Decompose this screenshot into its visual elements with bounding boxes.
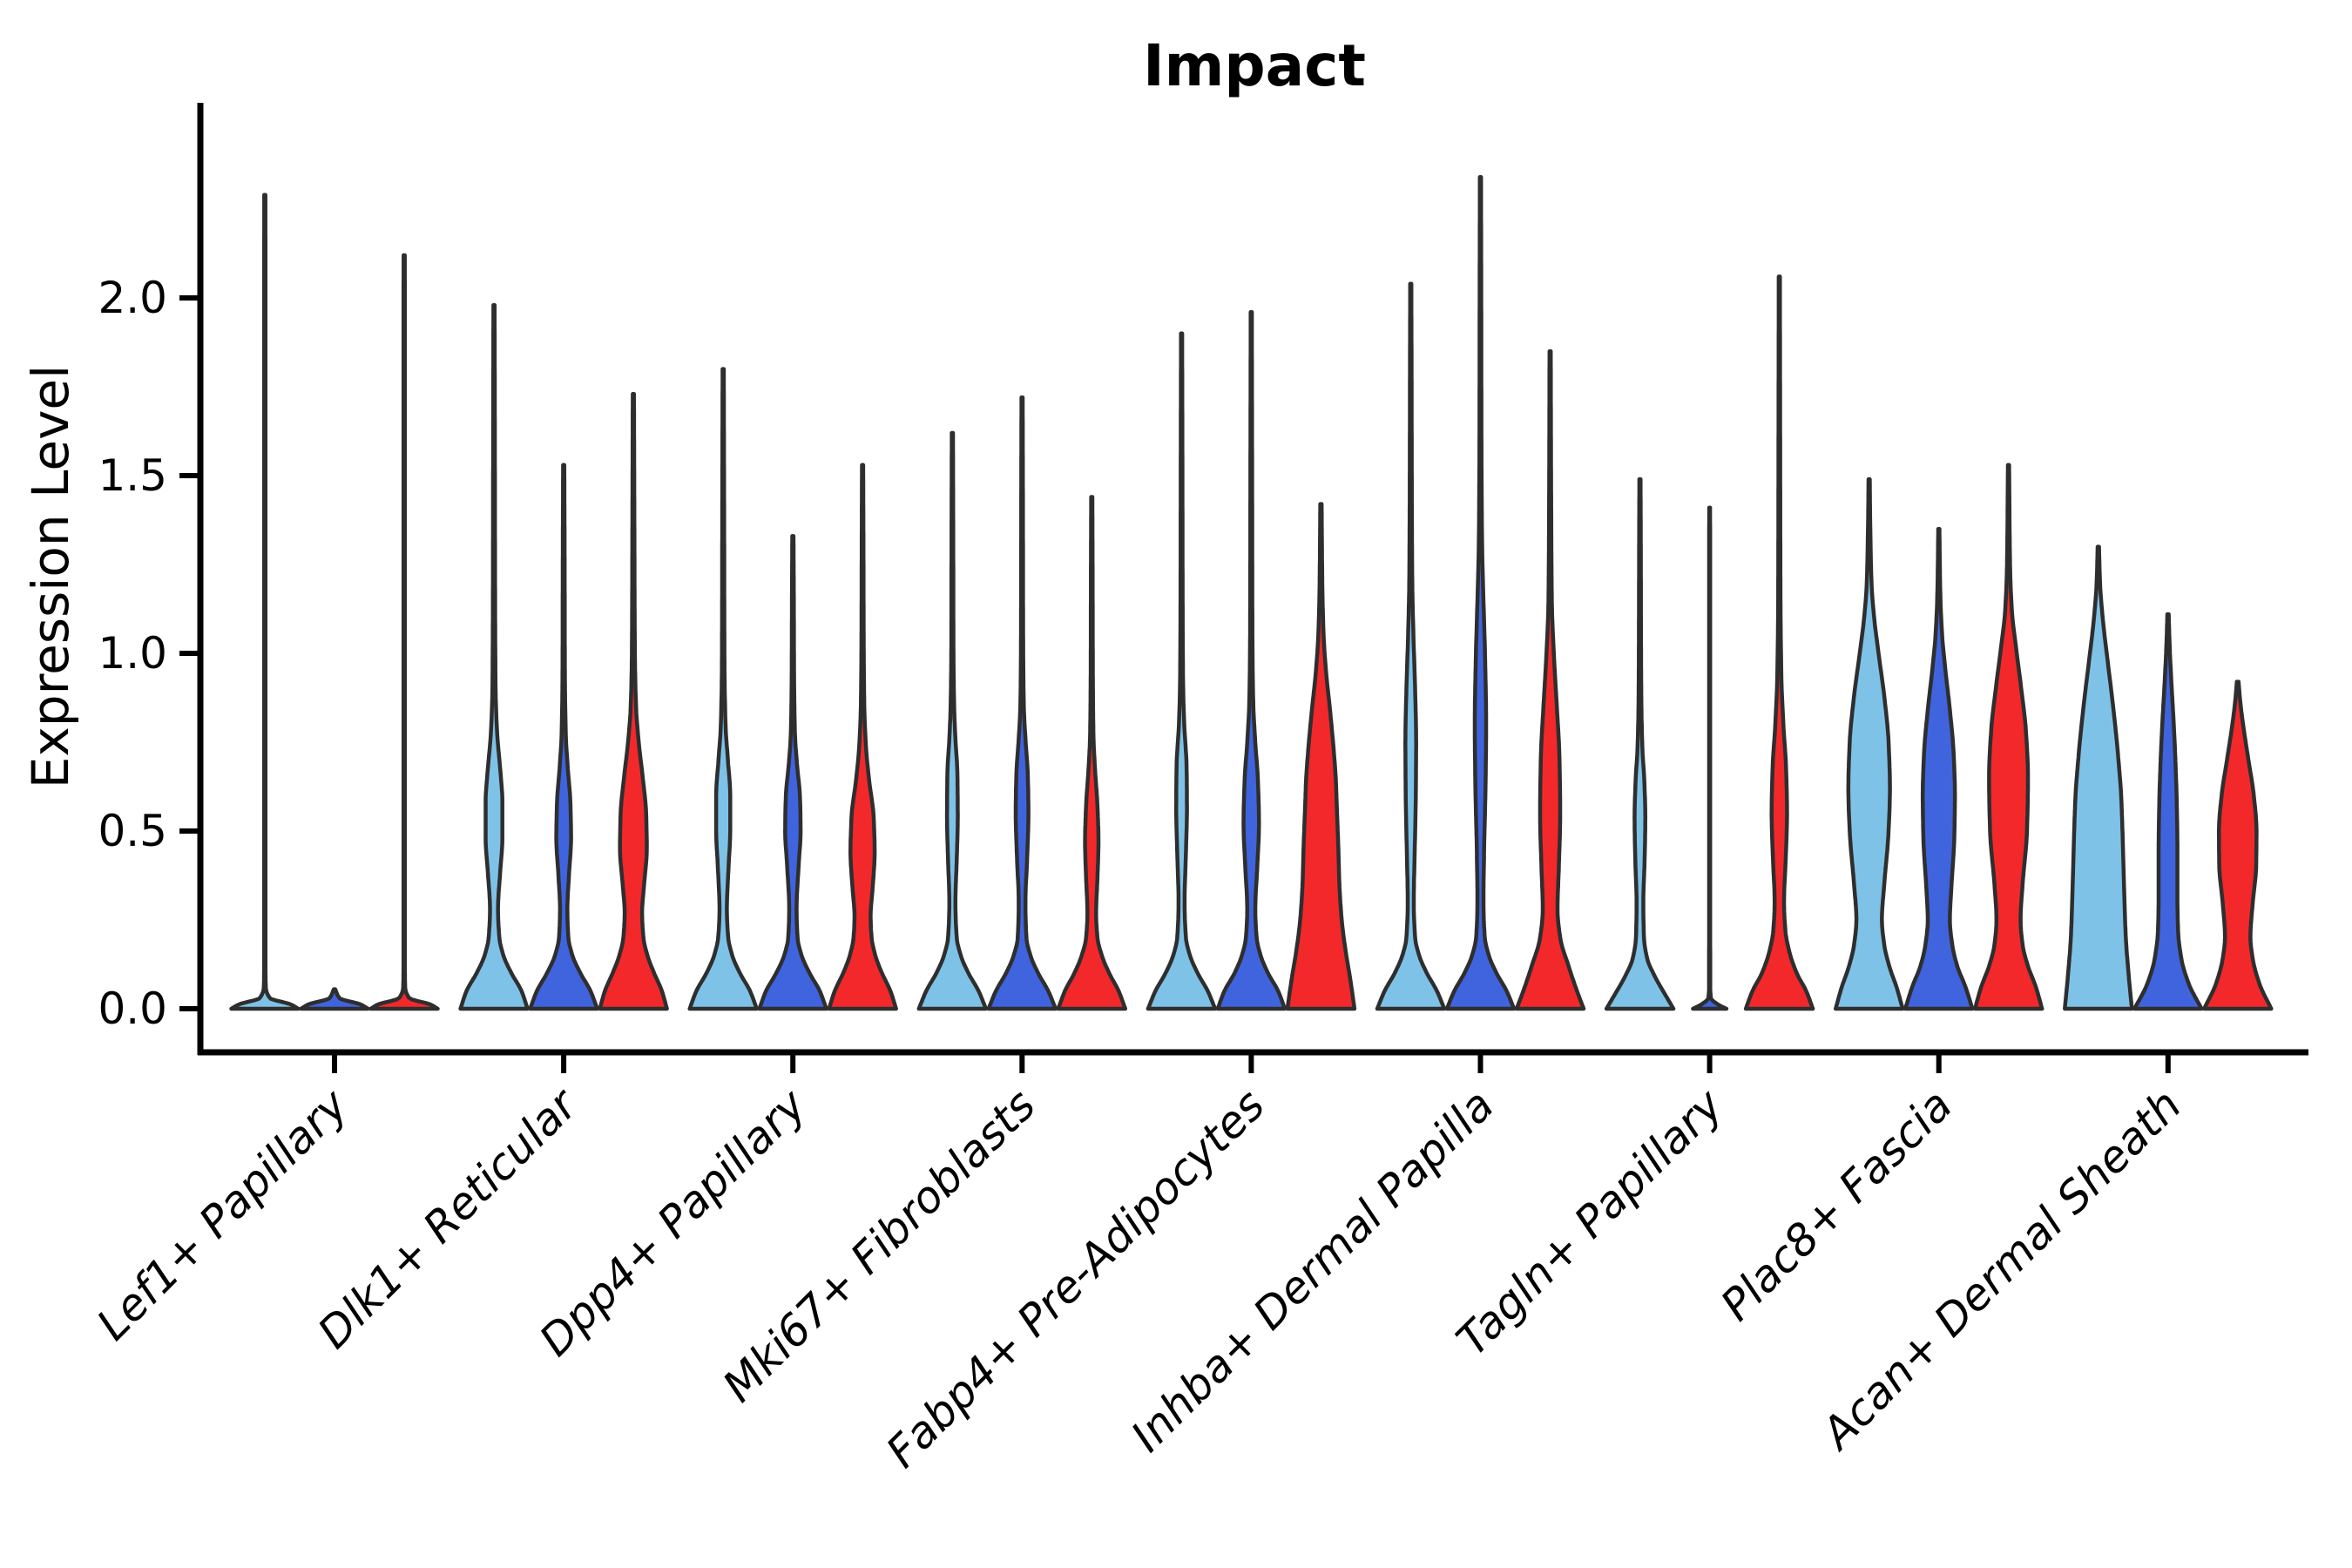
violin-6-royalblue: [1444, 175, 1517, 1011]
violin-8-skyblue: [1833, 476, 1905, 1011]
x-tick-label: Plac8+ Fascia: [1711, 1079, 1962, 1330]
x-tick-label: Lef1+ Papillary: [87, 1078, 358, 1349]
violin-9-royalblue: [2132, 612, 2204, 1011]
chart-title: Impact: [1143, 32, 1366, 99]
violins-layer: [229, 175, 2274, 1011]
y-tick-label: 2.0: [98, 273, 167, 323]
violin-7-red: [1743, 274, 1815, 1011]
y-tick-label: 0.0: [98, 983, 167, 1034]
violin-2-royalblue: [528, 463, 599, 1011]
violin-1-royalblue: [299, 987, 370, 1011]
violin-4-skyblue: [916, 430, 989, 1011]
violin-5-royalblue: [1215, 310, 1288, 1011]
violin-3-red: [827, 463, 898, 1011]
violin-5-skyblue: [1146, 331, 1218, 1011]
violin-7-royalblue: [1691, 505, 1729, 1011]
violin-3-skyblue: [687, 367, 759, 1011]
y-tick-label: 0.5: [98, 806, 167, 856]
violin-3-royalblue: [757, 534, 828, 1011]
violin-8-royalblue: [1903, 526, 1975, 1011]
violin-4-red: [1056, 495, 1128, 1011]
violin-1-red: [368, 253, 440, 1011]
violin-2-red: [598, 391, 669, 1011]
violin-9-red: [2202, 679, 2274, 1011]
violin-7-skyblue: [1604, 476, 1676, 1011]
x-tick-label: Inhba+ Dermal Papilla: [1122, 1079, 1504, 1461]
x-tick-label: Fabp4+ Pre-Adipocytes: [876, 1079, 1274, 1477]
violin-8-red: [1972, 463, 2044, 1011]
violin-4-royalblue: [986, 395, 1058, 1011]
y-tick-label: 1.5: [98, 450, 167, 501]
x-tick-label: Acan+ Dermal Sheath: [1810, 1079, 2191, 1460]
violin-9-skyblue: [2063, 544, 2134, 1011]
violin-1-skyblue: [229, 193, 301, 1011]
y-axis-ticks: 0.0 0.5 1.0 1.5 2.0: [98, 273, 200, 1034]
violin-6-skyblue: [1375, 281, 1447, 1011]
violin-6-red: [1514, 348, 1586, 1011]
violin-2-skyblue: [458, 302, 530, 1011]
y-tick-label: 1.0: [98, 628, 167, 679]
y-axis-label: Expression Level: [21, 365, 80, 788]
violin-5-red: [1285, 502, 1357, 1011]
